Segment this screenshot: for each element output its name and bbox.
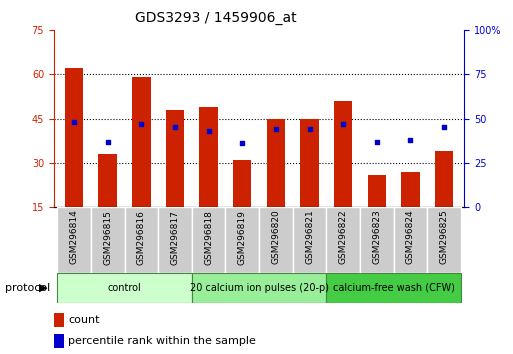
- Bar: [158, 207, 192, 273]
- Text: 20 calcium ion pulses (20-p): 20 calcium ion pulses (20-p): [190, 282, 328, 293]
- Point: [406, 137, 415, 143]
- Point: [238, 141, 246, 146]
- Text: GSM296816: GSM296816: [137, 210, 146, 264]
- Text: calcium-free wash (CFW): calcium-free wash (CFW): [333, 282, 455, 293]
- Bar: [267, 119, 285, 207]
- Bar: [57, 207, 91, 273]
- Bar: [192, 273, 326, 303]
- Text: GSM296821: GSM296821: [305, 210, 314, 264]
- Bar: [393, 207, 427, 273]
- Text: ▶: ▶: [40, 282, 48, 293]
- Text: GSM296814: GSM296814: [70, 210, 78, 264]
- Bar: [200, 107, 218, 207]
- Text: control: control: [108, 282, 142, 293]
- Bar: [91, 207, 125, 273]
- Text: GSM296817: GSM296817: [170, 210, 180, 264]
- Bar: [225, 207, 259, 273]
- Point: [339, 121, 347, 127]
- Text: protocol: protocol: [5, 282, 50, 293]
- Text: GSM296822: GSM296822: [339, 210, 348, 264]
- Text: count: count: [68, 315, 100, 325]
- Point: [137, 121, 145, 127]
- Point: [272, 126, 280, 132]
- Text: percentile rank within the sample: percentile rank within the sample: [68, 336, 256, 346]
- Bar: [334, 101, 352, 207]
- Text: GSM296815: GSM296815: [103, 210, 112, 264]
- Text: GSM296823: GSM296823: [372, 210, 381, 264]
- Point: [70, 119, 78, 125]
- Text: GSM296818: GSM296818: [204, 210, 213, 264]
- Bar: [132, 77, 151, 207]
- Bar: [401, 172, 420, 207]
- Point: [104, 139, 112, 144]
- Text: GSM296819: GSM296819: [238, 210, 247, 264]
- Bar: [54, 334, 64, 348]
- Bar: [98, 154, 117, 207]
- Point: [171, 125, 179, 130]
- Bar: [300, 119, 319, 207]
- Text: GSM296820: GSM296820: [271, 210, 281, 264]
- Bar: [57, 273, 192, 303]
- Bar: [367, 175, 386, 207]
- Point: [205, 128, 213, 134]
- Bar: [65, 68, 83, 207]
- Bar: [259, 207, 293, 273]
- Bar: [54, 313, 64, 327]
- Bar: [233, 160, 251, 207]
- Bar: [360, 207, 393, 273]
- Bar: [326, 207, 360, 273]
- Bar: [166, 110, 184, 207]
- Text: GDS3293 / 1459906_at: GDS3293 / 1459906_at: [134, 11, 297, 25]
- Point: [305, 126, 313, 132]
- Bar: [192, 207, 225, 273]
- Bar: [125, 207, 158, 273]
- Point: [373, 139, 381, 144]
- Point: [440, 125, 448, 130]
- Bar: [293, 207, 326, 273]
- Text: GSM296825: GSM296825: [440, 210, 448, 264]
- Bar: [435, 151, 453, 207]
- Text: GSM296824: GSM296824: [406, 210, 415, 264]
- Bar: [326, 273, 461, 303]
- Bar: [427, 207, 461, 273]
